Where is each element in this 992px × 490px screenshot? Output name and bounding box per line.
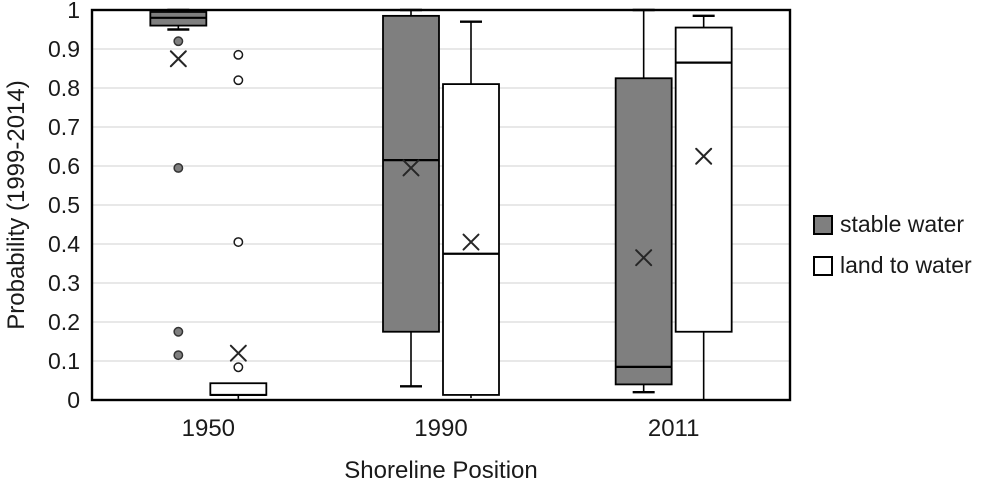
outlier-land-to-water-1950-2 — [233, 237, 244, 248]
y-tick-label-0.2: 0.2 — [48, 309, 80, 335]
box-land-to-water-1950 — [209, 382, 268, 396]
y-tick-label-0.7: 0.7 — [48, 114, 80, 140]
mean-marker-land-to-water-2011 — [695, 147, 713, 165]
legend-item-stable-water: stable water — [813, 211, 972, 238]
y-tick-label-0.3: 0.3 — [48, 270, 80, 296]
y-tick-label-0.8: 0.8 — [48, 75, 80, 101]
outlier-stable-water-1950-0 — [173, 36, 184, 47]
y-tick-label-0.6: 0.6 — [48, 153, 80, 179]
box-stable-water-2011 — [614, 77, 673, 386]
plot-frame — [90, 8, 792, 402]
y-tick-label-0.5: 0.5 — [48, 192, 80, 218]
outlier-stable-water-1950-2 — [173, 326, 184, 337]
mean-marker-stable-water-2011 — [635, 249, 653, 267]
outlier-land-to-water-1950-1 — [233, 75, 244, 86]
outlier-stable-water-1950-3 — [173, 350, 184, 361]
x-tick-label-1950: 1950 — [182, 415, 235, 442]
legend: stable water land to water — [813, 211, 972, 279]
outlier-land-to-water-1950-0 — [233, 49, 244, 60]
mean-marker-land-to-water-1950 — [229, 344, 247, 362]
box-stable-water-1990 — [382, 14, 440, 333]
x-axis-title: Shoreline Position — [344, 457, 538, 484]
legend-swatch-stable-water — [813, 214, 833, 235]
y-tick-label-0.4: 0.4 — [48, 231, 80, 257]
x-tick-label-1990: 1990 — [414, 415, 467, 442]
mean-marker-stable-water-1990 — [402, 159, 420, 177]
box-land-to-water-2011 — [674, 26, 733, 333]
y-tick-label-1: 1 — [67, 0, 80, 23]
box-land-to-water-1990 — [442, 83, 500, 396]
outlier-stable-water-1950-1 — [173, 163, 184, 173]
legend-label-stable-water: stable water — [840, 211, 965, 237]
y-tick-label-0.1: 0.1 — [48, 348, 80, 374]
y-tick-label-0.9: 0.9 — [48, 36, 80, 62]
x-tick-label-2011: 2011 — [648, 415, 700, 442]
legend-label-land-to-water: land to water — [840, 252, 972, 278]
y-axis-title: Probability (1999-2014) — [3, 80, 30, 330]
legend-swatch-land-to-water — [813, 255, 833, 276]
mean-marker-stable-water-1950 — [169, 50, 187, 68]
legend-item-land-to-water: land to water — [813, 252, 972, 279]
outlier-land-to-water-1950-3 — [233, 362, 244, 373]
y-tick-label-0: 0 — [67, 387, 80, 413]
mean-marker-land-to-water-1990 — [462, 233, 480, 251]
